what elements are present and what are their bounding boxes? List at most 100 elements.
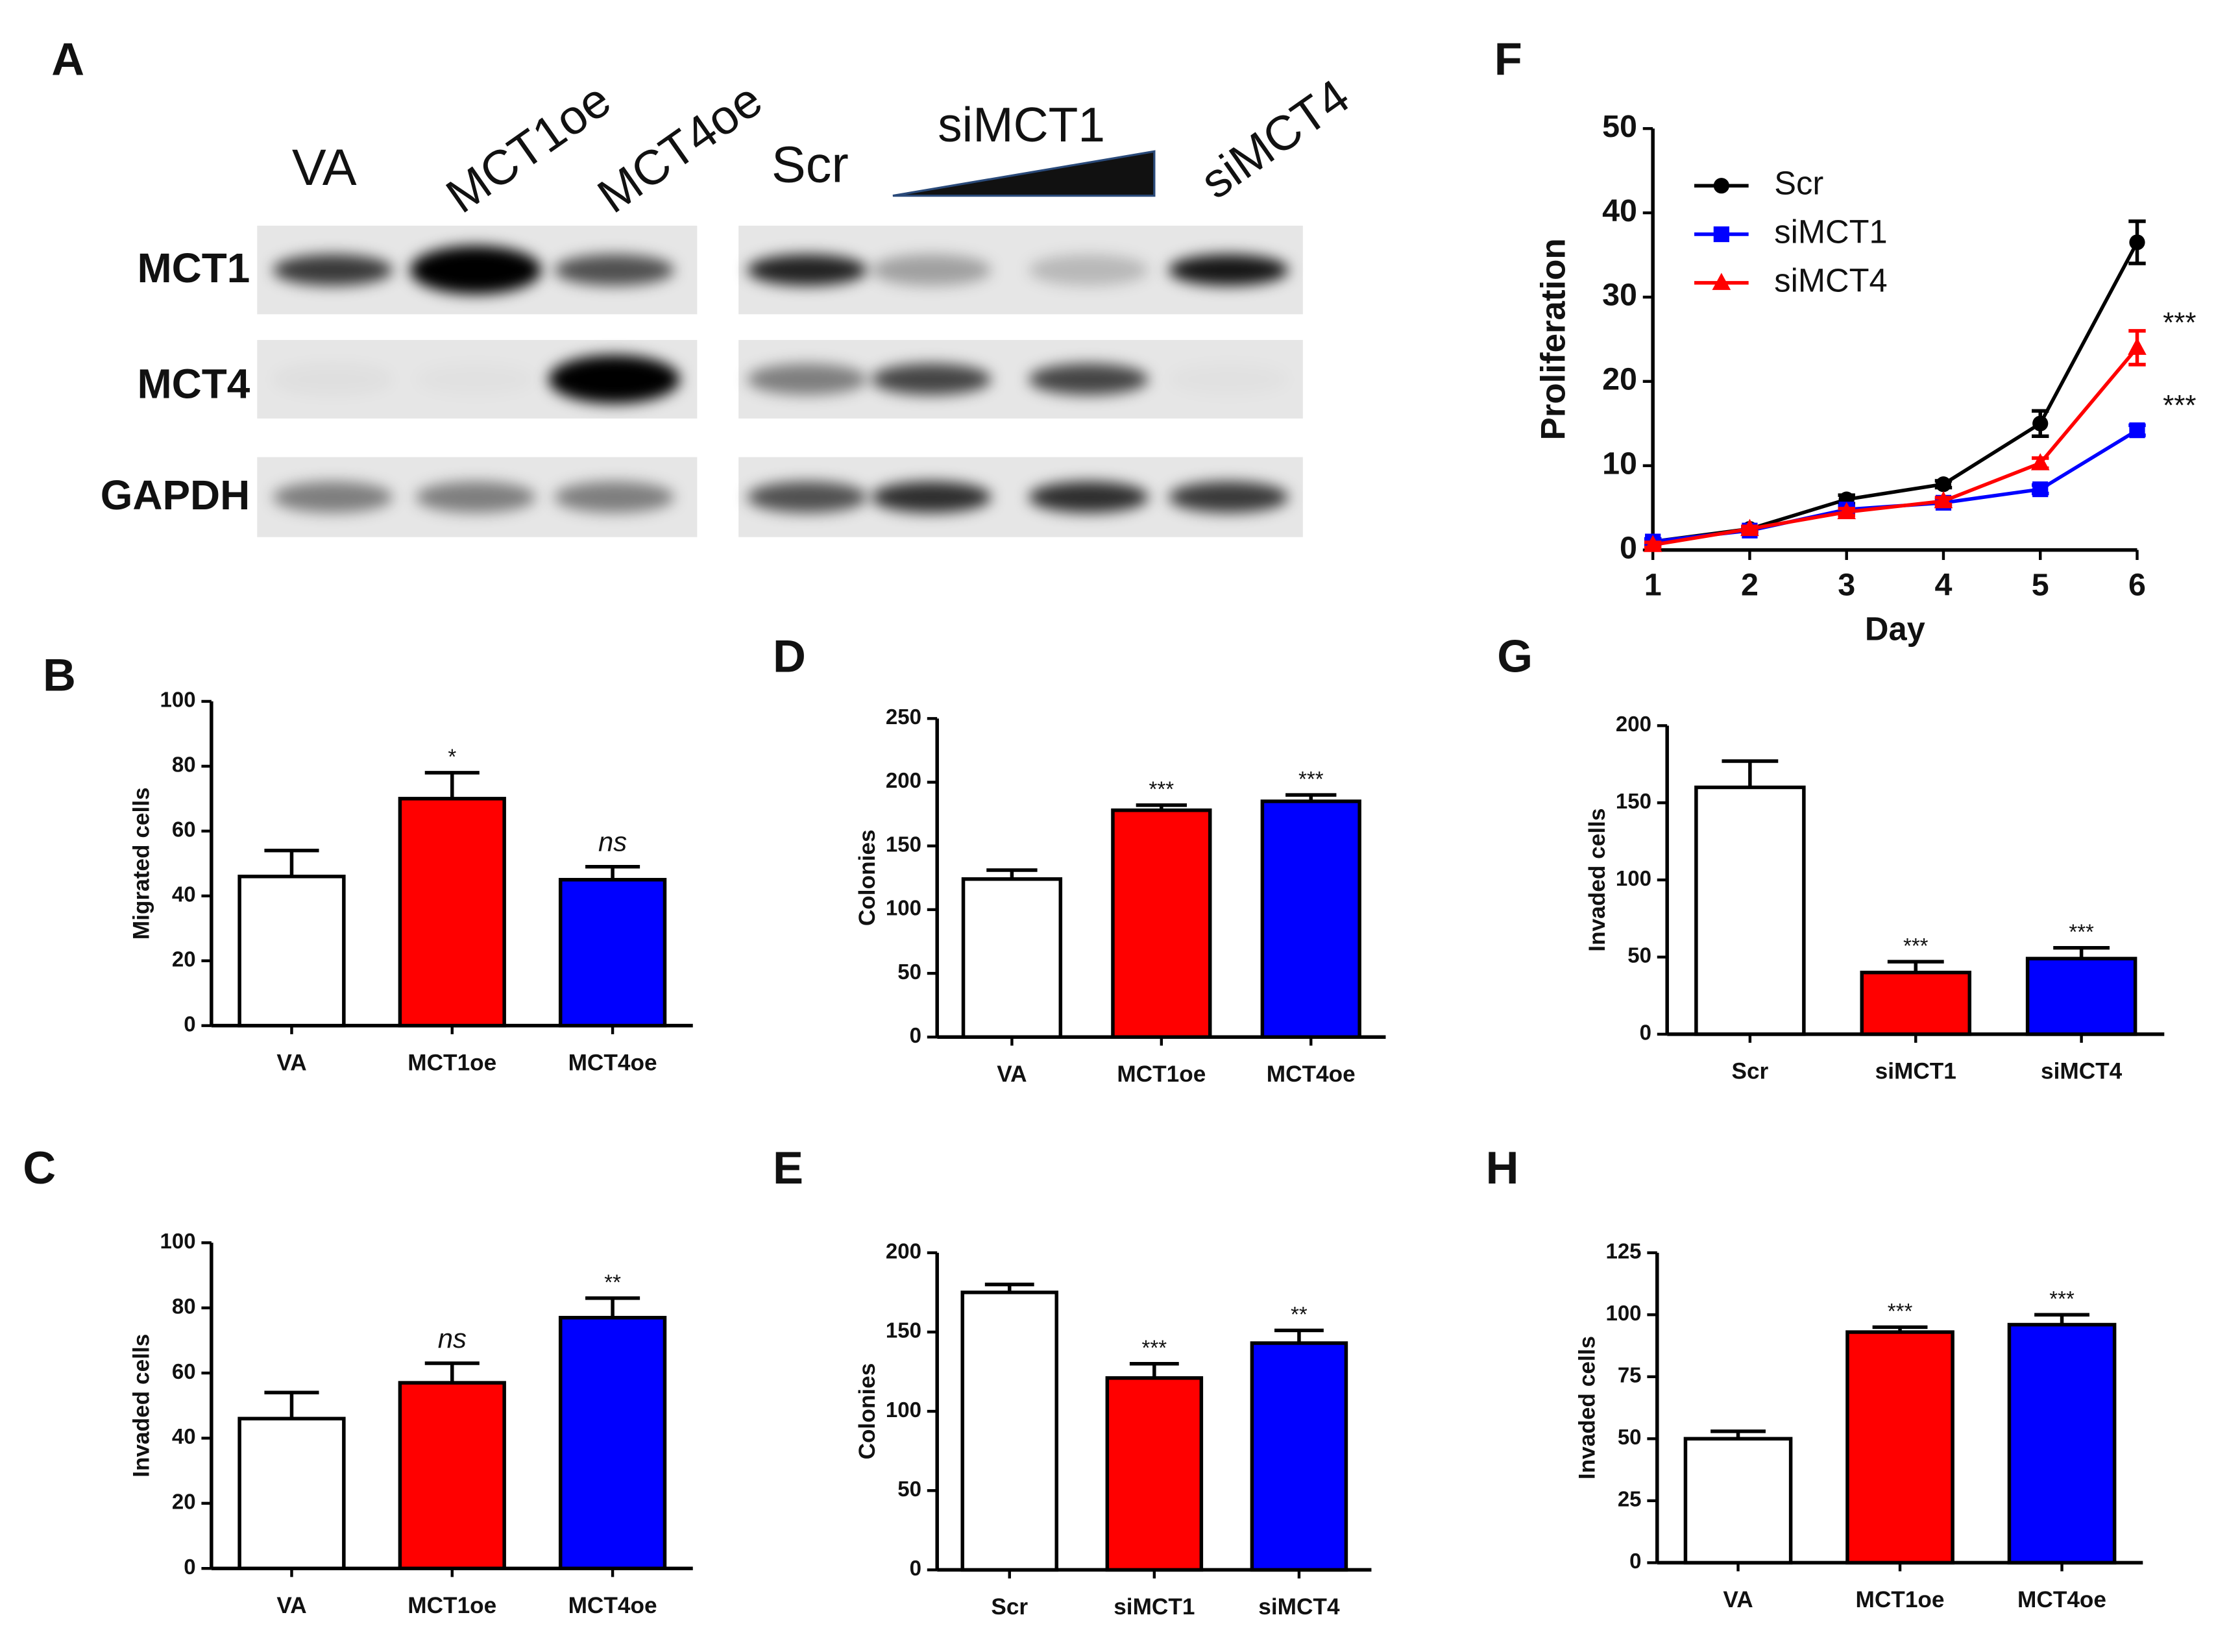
significance-label: ns xyxy=(438,1323,467,1354)
lane-label: MCT4oe xyxy=(588,72,772,223)
x-tick-label: MCT1oe xyxy=(1117,1062,1206,1087)
bar xyxy=(558,1315,667,1570)
significance-label: ** xyxy=(604,1270,621,1294)
lane-label: MCT1oe xyxy=(436,72,620,223)
row-label: GAPDH xyxy=(101,472,250,518)
y-tick-label: 50 xyxy=(1602,109,1637,144)
bar xyxy=(961,877,1063,1039)
blot-band xyxy=(554,481,675,513)
y-tick-label: 50 xyxy=(897,1477,921,1501)
blot-band xyxy=(273,363,393,395)
x-tick-label: siMCT1 xyxy=(1875,1059,1956,1084)
blot-band xyxy=(1029,481,1149,513)
y-tick-label: 50 xyxy=(897,960,921,984)
data-point xyxy=(1934,491,1953,509)
legend-marker xyxy=(1713,178,1729,194)
x-tick-label: 6 xyxy=(2128,568,2146,603)
panel-label: B xyxy=(43,649,76,700)
legend-marker xyxy=(1712,273,1731,290)
y-tick-label: 50 xyxy=(1627,943,1651,967)
legend-marker xyxy=(1713,226,1729,243)
y-tick-label: 40 xyxy=(172,882,196,906)
y-tick-label: 60 xyxy=(172,818,196,842)
y-axis-label: Colonies xyxy=(855,1363,880,1460)
blot-band xyxy=(747,481,868,513)
significance-label: * xyxy=(448,745,456,769)
y-tick-label: 200 xyxy=(886,1239,921,1263)
bar xyxy=(1105,1376,1204,1572)
series-line xyxy=(1652,346,2139,547)
data-point xyxy=(1935,476,1952,492)
significance-label: *** xyxy=(2049,1287,2075,1311)
blot-band xyxy=(1029,363,1149,395)
y-tick-label: 200 xyxy=(886,768,921,792)
x-tick-label: VA xyxy=(276,1050,306,1075)
y-tick-label: 20 xyxy=(172,947,196,971)
data-point xyxy=(2129,234,2145,250)
legend-label: siMCT4 xyxy=(1774,261,1887,298)
significance-label: *** xyxy=(2163,390,2196,422)
western-blot: A VA MCT1oe MCT4oe Scr siMCT1 siMCT4 MCT… xyxy=(51,33,1359,537)
y-tick-label: 20 xyxy=(1602,362,1637,397)
significance-label: *** xyxy=(1149,777,1175,801)
blot-band xyxy=(871,363,992,395)
y-tick-label: 60 xyxy=(172,1359,196,1383)
bar xyxy=(398,797,506,1028)
x-tick-label: MCT1oe xyxy=(408,1593,496,1618)
x-tick-label: siMCT4 xyxy=(2041,1059,2123,1084)
y-tick-label: 25 xyxy=(1618,1487,1642,1511)
x-tick-label: MCT1oe xyxy=(408,1050,496,1075)
x-tick-label: MCT4oe xyxy=(2017,1587,2106,1612)
significance-label: *** xyxy=(1888,1299,1913,1323)
bar xyxy=(1683,1437,1793,1565)
y-tick-label: 40 xyxy=(172,1424,196,1448)
data-point xyxy=(2032,415,2049,431)
y-tick-label: 10 xyxy=(1602,446,1637,481)
x-tick-label: MCT1oe xyxy=(1856,1587,1945,1612)
y-tick-label: 0 xyxy=(184,1012,195,1036)
bar xyxy=(237,875,346,1028)
bar xyxy=(558,878,667,1028)
y-axis-label: Colonies xyxy=(855,829,880,926)
panel-label: D xyxy=(773,631,806,682)
x-tick-label: siMCT1 xyxy=(1114,1594,1195,1620)
blot-band xyxy=(548,355,680,404)
bar xyxy=(1250,1341,1348,1572)
y-tick-label: 100 xyxy=(1616,866,1651,890)
y-tick-label: 75 xyxy=(1618,1363,1642,1387)
y-tick-label: 150 xyxy=(1616,789,1651,813)
x-tick-label: Scr xyxy=(991,1594,1028,1620)
y-axis-label: Proliferation xyxy=(1534,238,1572,440)
x-tick-label: VA xyxy=(276,1593,306,1618)
bar xyxy=(237,1416,346,1570)
y-tick-label: 150 xyxy=(886,1318,921,1342)
bar xyxy=(1694,785,1806,1036)
panel-label: H xyxy=(1486,1142,1519,1193)
series-line xyxy=(1652,428,2138,544)
y-tick-label: 0 xyxy=(184,1555,195,1579)
blot-band xyxy=(747,363,868,395)
row-label: MCT1 xyxy=(137,245,250,291)
x-tick-label: 4 xyxy=(1934,568,1952,603)
x-tick-label: VA xyxy=(1723,1587,1753,1612)
panel-label: F xyxy=(1494,33,1522,84)
data-point xyxy=(2128,337,2147,355)
significance-label: ** xyxy=(1291,1302,1308,1326)
x-tick-label: siMCT4 xyxy=(1258,1594,1340,1620)
y-tick-label: 100 xyxy=(886,896,921,920)
gradient-triangle xyxy=(892,150,1156,197)
y-tick-label: 80 xyxy=(172,753,196,777)
y-tick-label: 50 xyxy=(1618,1425,1642,1449)
bar xyxy=(1111,808,1212,1039)
blot-band xyxy=(415,481,536,513)
y-tick-label: 100 xyxy=(160,1229,196,1253)
blot-band xyxy=(273,481,393,513)
y-tick-label: 0 xyxy=(910,1023,921,1047)
y-tick-label: 20 xyxy=(172,1490,196,1514)
y-tick-label: 100 xyxy=(1605,1301,1641,1325)
y-tick-label: 0 xyxy=(1629,1549,1641,1573)
y-tick-label: 125 xyxy=(1605,1239,1641,1263)
y-tick-label: 150 xyxy=(886,832,921,856)
blot-band xyxy=(1169,363,1289,395)
